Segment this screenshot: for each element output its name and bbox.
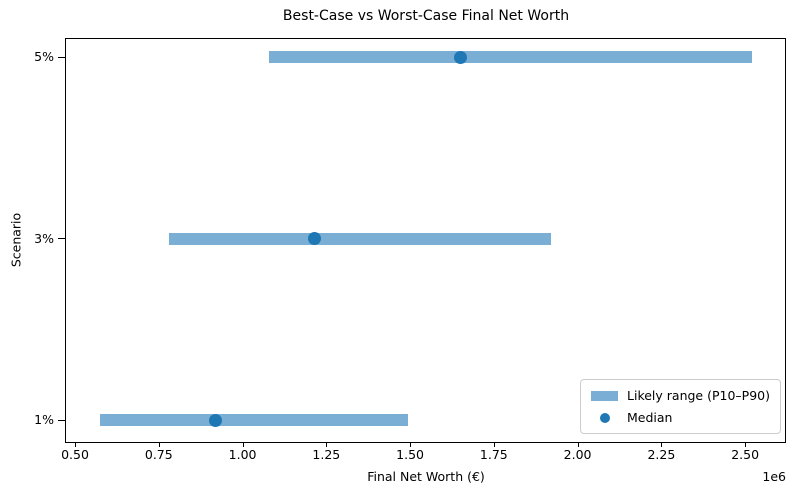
x-tick-label: 0.75 <box>144 447 173 462</box>
y-tick-label: 5% <box>34 49 54 65</box>
x-tick-label: 2.25 <box>647 447 676 462</box>
y-tick-mark <box>58 419 65 421</box>
y-tick-label: 1% <box>34 412 54 428</box>
x-tick-label: 2.00 <box>563 447 592 462</box>
x-tick-label: 0.50 <box>61 447 89 462</box>
x-tick-mark <box>242 443 244 447</box>
x-tick-mark <box>326 443 328 447</box>
plot-area: Likely range (P10–P90) Median <box>65 38 786 443</box>
x-tick-mark <box>75 443 77 447</box>
x-tick-mark <box>158 443 160 447</box>
x-tick-mark <box>661 443 663 447</box>
x-tick-label: 1.00 <box>228 447 257 462</box>
y-tick-mark <box>58 56 65 58</box>
x-tick-mark <box>745 443 747 447</box>
median-dot <box>209 413 223 427</box>
legend-entry-median: Median <box>591 410 770 425</box>
legend-range-label: Likely range (P10–P90) <box>627 388 770 403</box>
x-tick-label: 1.75 <box>479 447 508 462</box>
range-bar <box>100 414 409 427</box>
x-tick-label: 1.25 <box>312 447 341 462</box>
legend: Likely range (P10–P90) Median <box>580 379 781 434</box>
x-axis-label: Final Net Worth (€) <box>367 469 485 484</box>
y-tick-mark <box>58 238 65 240</box>
x-axis-offset-label: 1e6 <box>762 469 786 484</box>
x-tick-mark <box>577 443 579 447</box>
legend-range-swatch <box>591 390 619 401</box>
median-dot <box>308 232 322 246</box>
legend-median-marker-wrap <box>591 412 618 423</box>
x-tick-mark <box>493 443 495 447</box>
x-tick-label: 1.50 <box>396 447 424 462</box>
legend-median-label: Median <box>627 410 673 425</box>
x-tick-label: 2.50 <box>731 447 760 462</box>
median-dot <box>453 50 467 64</box>
range-bar <box>269 51 752 64</box>
y-tick-label: 3% <box>34 230 54 246</box>
range-bar <box>168 232 551 245</box>
chart-title: Best-Case vs Worst-Case Final Net Worth <box>282 8 570 24</box>
legend-median-dot-icon <box>599 412 610 423</box>
x-tick-mark <box>410 443 412 447</box>
legend-entry-range: Likely range (P10–P90) <box>591 388 770 403</box>
